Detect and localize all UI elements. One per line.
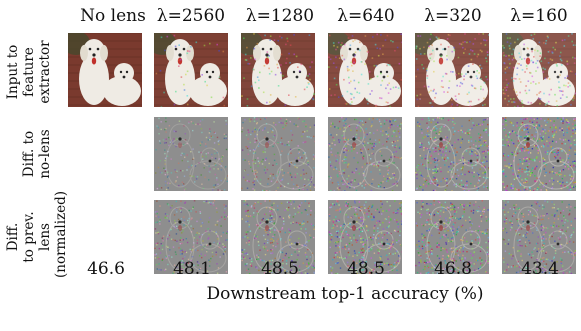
column-header-lambda-160: λ=160	[510, 6, 568, 26]
accuracy-lambda-320: 46.8	[434, 259, 472, 279]
diff-no-lens-tile-lambda-320	[415, 117, 489, 191]
column-header-lambda-2560: λ=2560	[156, 6, 226, 26]
diff-no-lens-tile-lambda-2560	[154, 117, 228, 191]
diff-no-lens-tile-lambda-1280	[241, 117, 315, 191]
row-label-diff-no-lens: Diff. to no-lens	[21, 129, 53, 179]
photo-tile-lambda-640	[328, 33, 402, 107]
accuracy-lambda-640: 48.5	[347, 259, 385, 279]
diff-prev-lens-tile-lambda-160	[502, 200, 576, 274]
column-header-no-lens: No lens	[80, 6, 146, 26]
accuracy-no-lens: 46.6	[87, 259, 125, 279]
x-axis-label: Downstream top-1 accuracy (%)	[206, 284, 484, 304]
row-label-input: Input to feature extractor	[5, 40, 53, 104]
photo-tile-no-lens	[68, 33, 142, 107]
diff-prev-lens-tile-lambda-2560	[154, 200, 228, 274]
column-header-lambda-1280: λ=1280	[245, 6, 315, 26]
photo-tile-lambda-2560	[154, 33, 228, 107]
photo-tile-lambda-1280	[241, 33, 315, 107]
column-header-lambda-320: λ=320	[424, 6, 482, 26]
diff-no-lens-tile-lambda-640	[328, 117, 402, 191]
diff-prev-lens-tile-lambda-1280	[241, 200, 315, 274]
accuracy-lambda-160: 43.4	[521, 259, 559, 279]
photo-tile-lambda-320	[415, 33, 489, 107]
accuracy-lambda-2560: 48.1	[173, 259, 211, 279]
accuracy-lambda-1280: 48.5	[261, 259, 299, 279]
diff-prev-lens-tile-lambda-640	[328, 200, 402, 274]
diff-prev-lens-tile-lambda-320	[415, 200, 489, 274]
diff-no-lens-tile-lambda-160	[502, 117, 576, 191]
photo-tile-lambda-160	[502, 33, 576, 107]
column-header-lambda-640: λ=640	[337, 6, 395, 26]
row-label-diff-prev-lens: Diff. to prev. lens (normalized)	[5, 190, 69, 278]
